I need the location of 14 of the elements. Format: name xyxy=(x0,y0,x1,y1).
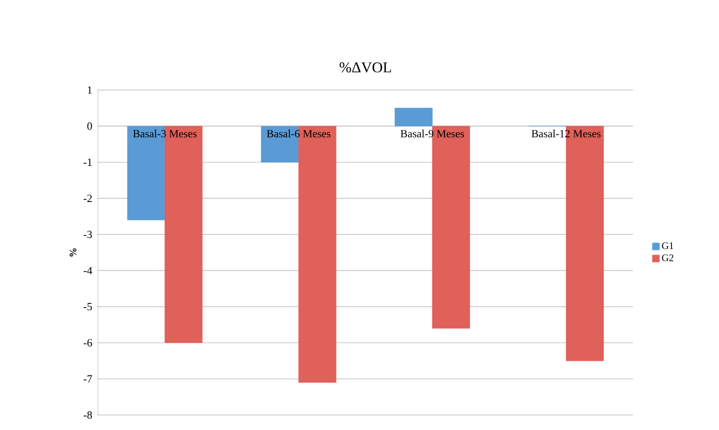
y-tick-label: -5 xyxy=(84,303,92,310)
y-tick-label: -3 xyxy=(84,230,92,238)
y-tick-label: -8 xyxy=(84,411,92,419)
legend-label: G1 xyxy=(662,242,674,250)
y-tick-label: -6 xyxy=(84,339,92,346)
legend-label: G2 xyxy=(662,254,674,262)
y-tick-label: -7 xyxy=(84,375,92,382)
y-tick-label: -4 xyxy=(84,266,92,274)
y-tick-label: -1 xyxy=(84,158,92,166)
y-tick-label: 0 xyxy=(87,122,92,130)
y-tick-label: -2 xyxy=(84,194,92,202)
y-axis-title: % xyxy=(70,248,76,256)
chart-title: %ΔVOL xyxy=(340,62,391,72)
y-tick-label: 1 xyxy=(88,86,92,94)
